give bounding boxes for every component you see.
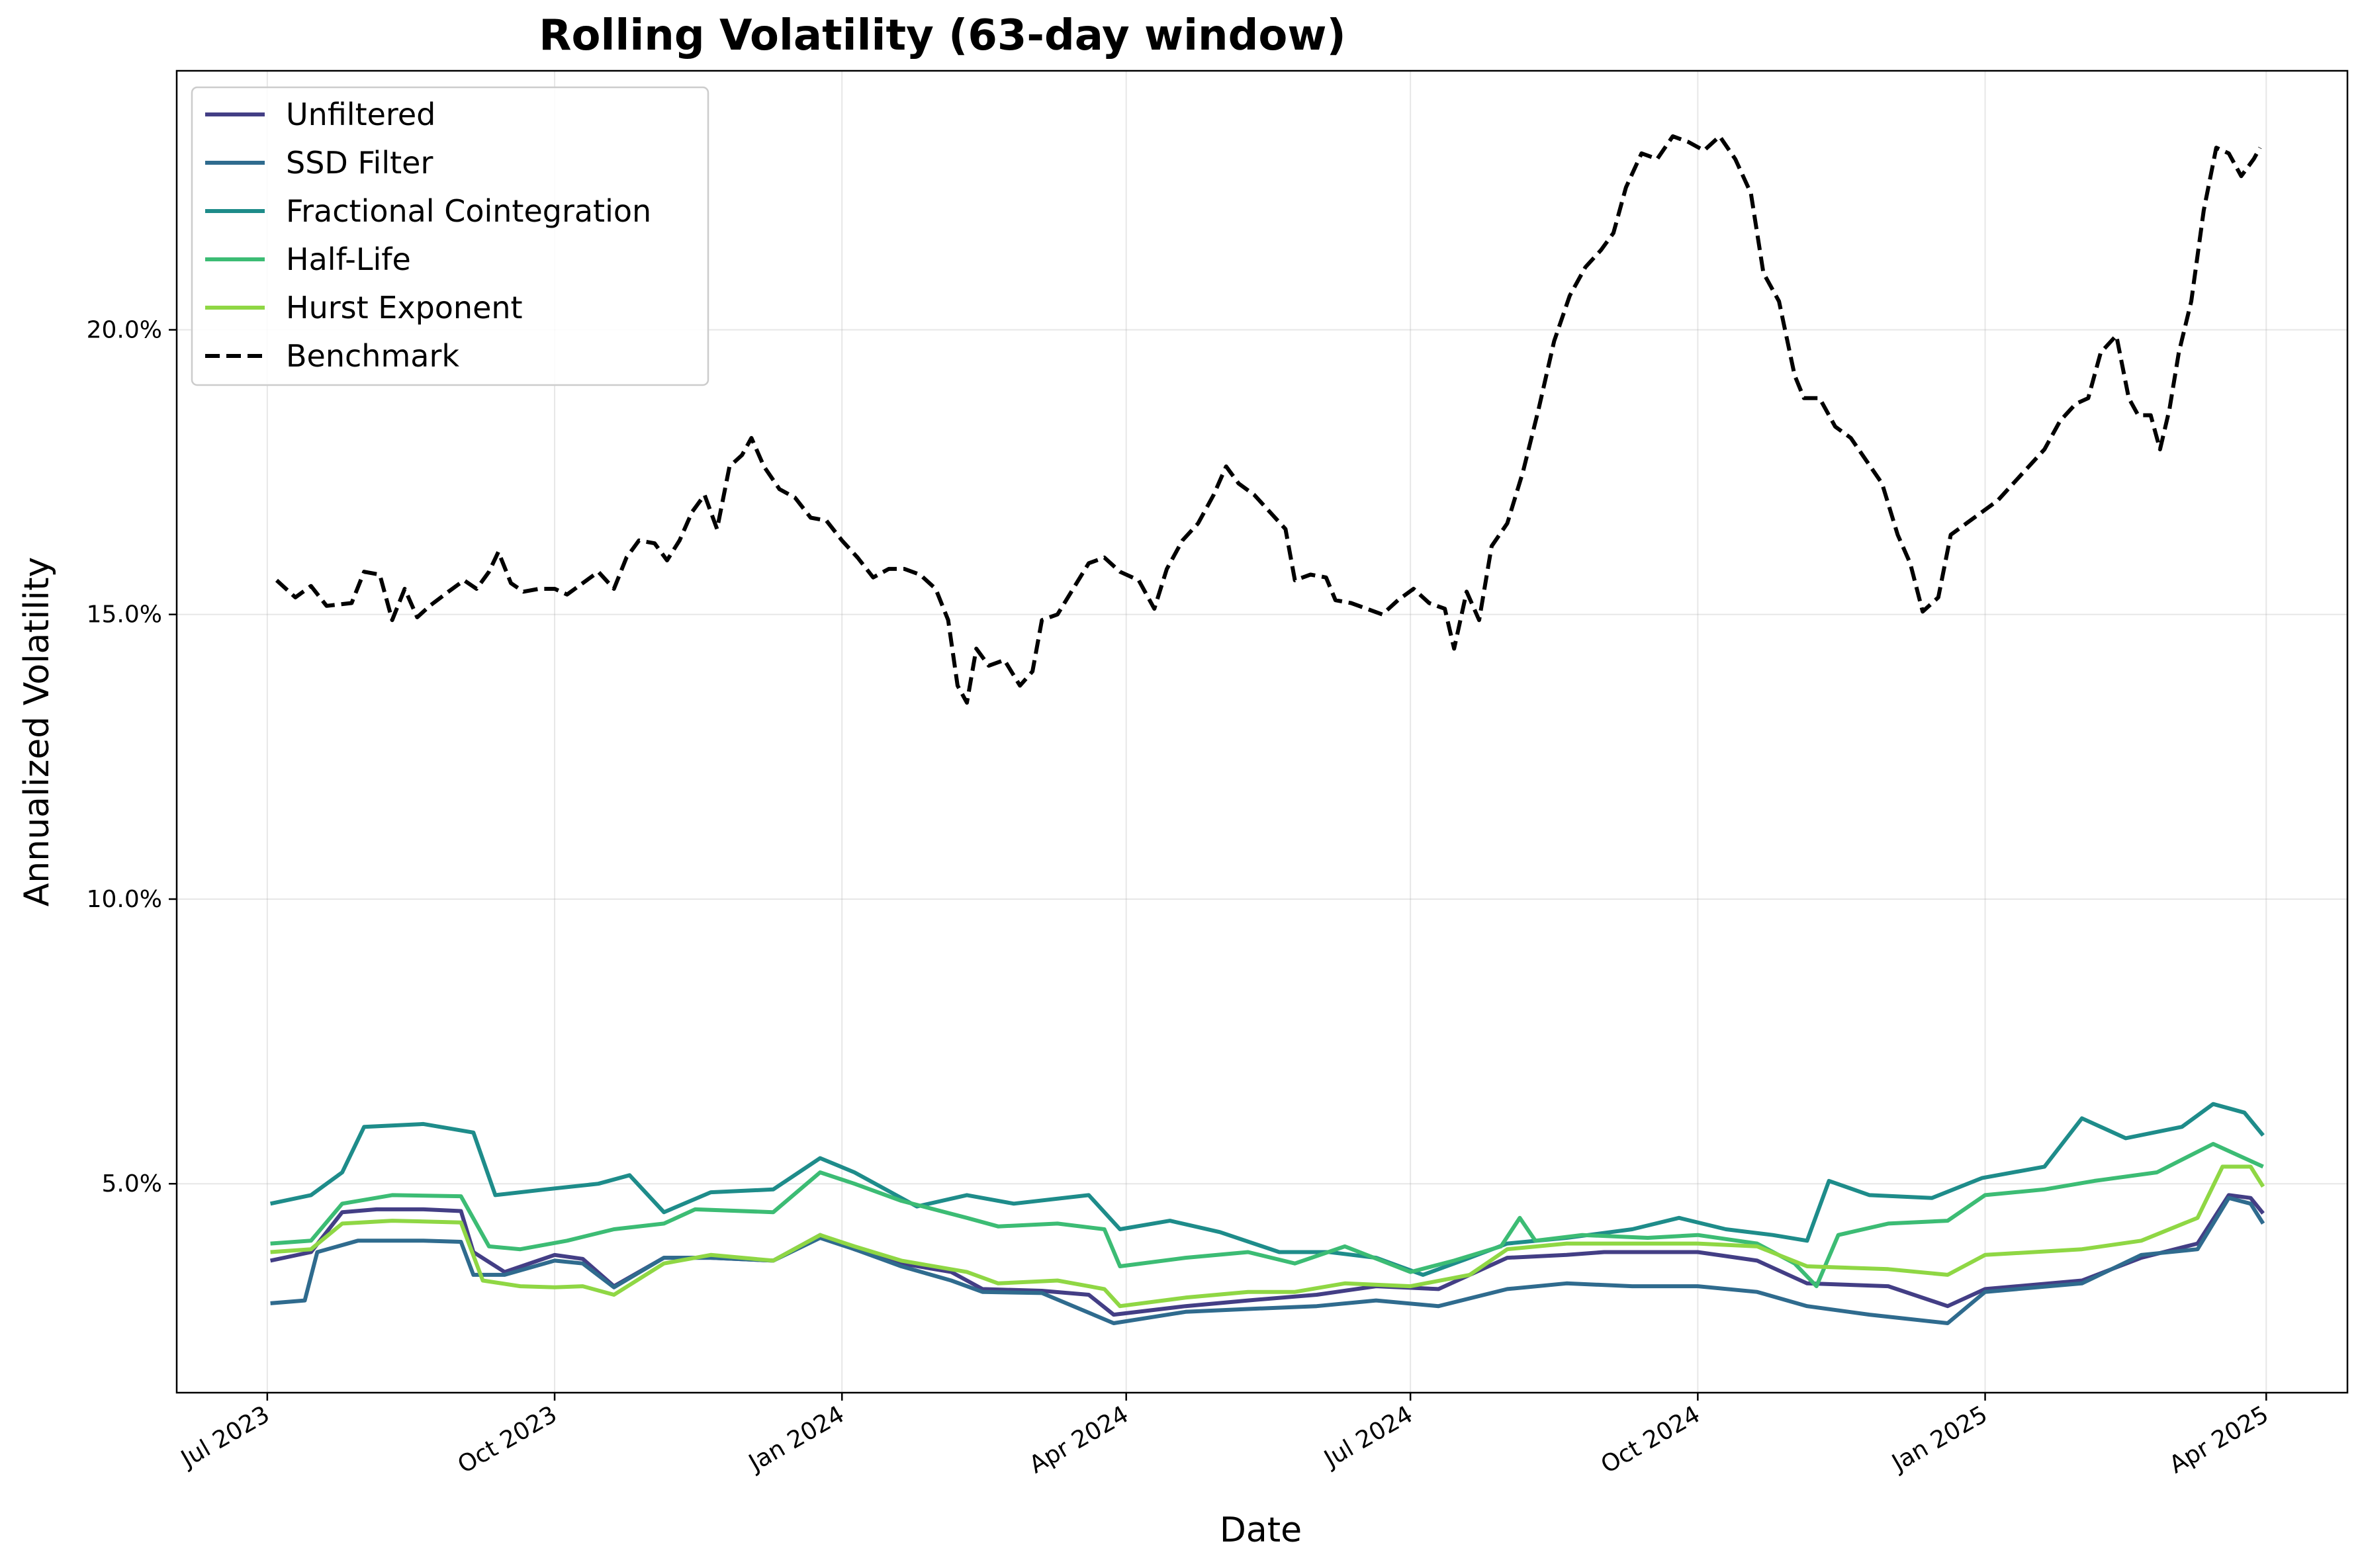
grid [177,71,2347,1393]
series-line-benchmark [275,134,2262,705]
y-tick-label: 15.0% [87,601,162,629]
series-line-fractional-cointegration [269,1102,2265,1277]
series-line-unfiltered [269,1193,2265,1317]
y-axis-label: Annualized Volatility [17,557,57,907]
legend-label: Unfiltered [286,97,435,132]
y-tick-label: 20.0% [87,317,162,344]
legend-label: Hurst Exponent [286,290,523,326]
plot-frame [175,69,2349,1394]
y-axis-ticks: 5.0% 10.0% 15.0% 20.0% [87,317,177,1198]
legend: Unfiltered SSD Filter Fractional Cointegra… [191,86,709,386]
series-line-hurst-exponent [270,1164,2265,1309]
legend-label: SSD Filter [286,145,433,181]
x-axis-label: Date [1220,1510,1302,1550]
series-layer [269,134,2265,1325]
legend-label: Half-Life [286,241,411,277]
chart-title: Rolling Volatility (63-day window) [539,11,1346,60]
legend-label: Fractional Cointegration [286,193,651,229]
y-tick-label: 10.0% [87,886,162,913]
y-tick-label: 5.0% [102,1170,162,1198]
series-line-ssd-filter [270,1196,2265,1325]
series-line-half-life [270,1142,2264,1289]
legend-frame [191,86,709,386]
legend-label: Benchmark [286,338,459,374]
